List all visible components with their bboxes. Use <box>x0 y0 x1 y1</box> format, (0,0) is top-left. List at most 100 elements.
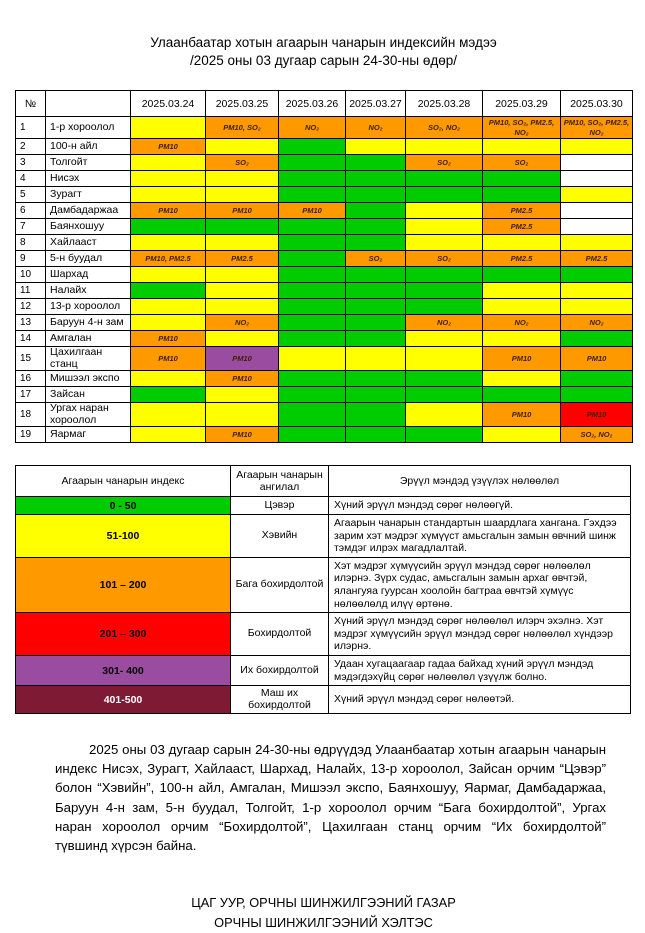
location-name-cell: 1-р хороолол <box>45 116 131 140</box>
location-name-cell: 13-р хороолол <box>45 298 131 316</box>
legend-row: 401-500 Маш их бохирдолтой Хүний эрүүл мэн… <box>15 685 631 715</box>
legend-category-cell: Маш их бохирдолтой <box>230 685 329 715</box>
table-row: 19 Яармаг PM10 SO₂, NO₂ <box>15 426 633 444</box>
legend-range-cell: 201 – 300 <box>15 612 231 656</box>
aqi-cell <box>560 234 633 252</box>
legend-effect-cell: Хүний эрүүл мэндэд сөрөг нөлөөтэй. <box>328 685 631 715</box>
aqi-cell <box>560 170 633 188</box>
aqi-cell <box>560 330 633 348</box>
aqi-cell <box>205 266 279 284</box>
aqi-cell <box>405 346 483 372</box>
row-number-cell: 6 <box>15 202 46 220</box>
aqi-cell <box>278 402 346 428</box>
aqi-cell <box>130 402 206 428</box>
aqi-cell: SO₂, NO₂ <box>560 426 633 444</box>
aqi-cell <box>405 330 483 348</box>
aqi-header-row: № 2025.03.24 2025.03.25 2025.03.26 2025.03.2… <box>15 90 633 118</box>
table-row: 8 Хайлааст <box>15 234 633 252</box>
aqi-cell <box>560 266 633 284</box>
aqi-cell <box>560 202 633 220</box>
table-row: 14 Амгалан PM10 <box>15 330 633 348</box>
aqi-cell <box>482 138 561 156</box>
aqi-cell <box>205 386 279 404</box>
location-name-cell: Цахилгаан станц <box>45 346 131 372</box>
aqi-cell <box>130 218 206 236</box>
aqi-cell: PM10 <box>205 370 279 388</box>
table-row: 4 Нисэх <box>15 170 633 188</box>
aqi-cell <box>560 218 633 236</box>
aqi-cell <box>405 186 483 204</box>
aqi-cell <box>345 186 406 204</box>
aqi-cell <box>405 266 483 284</box>
aqi-cell <box>482 266 561 284</box>
aqi-cell <box>482 386 561 404</box>
aqi-cell <box>482 298 561 316</box>
aqi-cell <box>482 186 561 204</box>
footer-org: ЦАГ УУР, ОРЧНЫ ШИНЖИЛГЭЭНИЙ ГАЗАР ОРЧНЫ … <box>15 893 632 933</box>
row-number-cell: 14 <box>15 330 46 348</box>
aqi-cell <box>130 186 206 204</box>
aqi-cell <box>130 116 206 140</box>
row-number-cell: 1 <box>15 116 46 140</box>
aqi-cell <box>278 234 346 252</box>
aqi-cell <box>405 170 483 188</box>
legend-table: Агаарын чанарын индекс Агаарын чанарын ан… <box>15 465 631 715</box>
legend-row: 201 – 300 Бохирдолтой Хүний эрүүл мэндэд с… <box>15 612 631 656</box>
footer-org-line1: ЦАГ УУР, ОРЧНЫ ШИНЖИЛГЭЭНИЙ ГАЗАР <box>191 895 456 911</box>
aqi-cell <box>345 202 406 220</box>
table-row: 13 Баруун 4-н зам NO₂ NO₂ NO₂ NO₂ <box>15 314 633 332</box>
legend-range-cell: 401-500 <box>15 685 231 715</box>
location-name-cell: Баруун 4-н зам <box>45 314 131 332</box>
legend-header-row: Агаарын чанарын индекс Агаарын чанарын ан… <box>15 465 631 498</box>
footer-org-line2: ОРЧНЫ ШИНЖИЛГЭЭНИЙ ХЭЛТЭС <box>214 914 433 930</box>
aqi-cell <box>482 330 561 348</box>
legend-row: 51-100 Хэвийн Агаарын чанарын стандартын ш… <box>15 513 631 558</box>
location-name-cell: Налайх <box>45 282 131 300</box>
aqi-cell <box>405 298 483 316</box>
row-number-cell: 18 <box>15 402 46 428</box>
col-header-number: № <box>15 90 46 118</box>
aqi-cell <box>405 370 483 388</box>
legend-row: 0 - 50 Цэвэр Хүний эрүүл мэндэд сөрөг нөлө… <box>15 496 631 515</box>
legend-table-head: Агаарын чанарын индекс Агаарын чанарын ан… <box>15 465 631 498</box>
aqi-cell <box>345 386 406 404</box>
aqi-cell <box>482 282 561 300</box>
legend-category-cell: Цэвэр <box>230 496 329 515</box>
aqi-cell <box>278 370 346 388</box>
aqi-cell <box>278 426 346 444</box>
location-name-cell: 100-н айл <box>45 138 131 156</box>
row-number-cell: 5 <box>15 186 46 204</box>
aqi-cell: SO₂ <box>482 154 561 172</box>
aqi-cell <box>130 370 206 388</box>
legend-effect-cell: Хүний эрүүл мэндэд сөрөг нөлөөгүй. <box>328 496 631 515</box>
aqi-cell: SO₂ <box>405 250 483 268</box>
location-name-cell: 5-н буудал <box>45 250 131 268</box>
aqi-cell <box>205 186 279 204</box>
row-number-cell: 3 <box>15 154 46 172</box>
aqi-cell <box>482 370 561 388</box>
table-row: 10 Шархад <box>15 266 633 284</box>
aqi-cell <box>205 298 279 316</box>
aqi-cell: PM10, SO₂, PM2.5, NO₂ <box>560 116 633 140</box>
location-name-cell: Амгалан <box>45 330 131 348</box>
aqi-cell <box>278 170 346 188</box>
col-header-date: 2025.03.29 <box>482 90 561 118</box>
aqi-cell <box>278 314 346 332</box>
aqi-cell <box>560 386 633 404</box>
aqi-cell: SO₂, NO₂ <box>405 116 483 140</box>
aqi-cell <box>130 298 206 316</box>
col-header-date: 2025.03.25 <box>205 90 279 118</box>
legend-range-cell: 0 - 50 <box>15 496 231 515</box>
aqi-cell <box>560 154 633 172</box>
aqi-cell <box>345 426 406 444</box>
table-row: 1 1-р хороолол PM10, SO₂ NO₂ NO₂ SO₂, NO₂ PM10… <box>15 116 633 140</box>
aqi-cell <box>130 386 206 404</box>
aqi-cell <box>205 330 279 348</box>
row-number-cell: 9 <box>15 250 46 268</box>
legend-range-cell: 51-100 <box>15 513 231 558</box>
table-row: 2 100-н айл PM10 <box>15 138 633 156</box>
table-row: 15 Цахилгаан станц PM10 PM10 PM10 PM10 <box>15 346 633 372</box>
legend-category-cell: Бохирдолтой <box>230 612 329 656</box>
aqi-cell: PM10 <box>482 346 561 372</box>
row-number-cell: 10 <box>15 266 46 284</box>
